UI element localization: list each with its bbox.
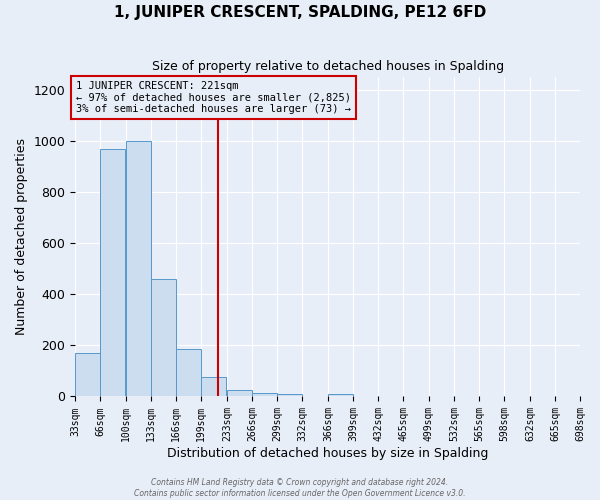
Text: Contains HM Land Registry data © Crown copyright and database right 2024.
Contai: Contains HM Land Registry data © Crown c… xyxy=(134,478,466,498)
Bar xyxy=(201,378,226,396)
Bar xyxy=(100,148,125,396)
Title: Size of property relative to detached houses in Spalding: Size of property relative to detached ho… xyxy=(152,60,503,73)
Bar xyxy=(252,392,277,396)
Text: 1, JUNIPER CRESCENT, SPALDING, PE12 6FD: 1, JUNIPER CRESCENT, SPALDING, PE12 6FD xyxy=(114,5,486,20)
Text: 1 JUNIPER CRESCENT: 221sqm
← 97% of detached houses are smaller (2,825)
3% of se: 1 JUNIPER CRESCENT: 221sqm ← 97% of deta… xyxy=(76,81,351,114)
Bar xyxy=(328,394,353,396)
X-axis label: Distribution of detached houses by size in Spalding: Distribution of detached houses by size … xyxy=(167,447,488,460)
Bar xyxy=(227,390,252,396)
Y-axis label: Number of detached properties: Number of detached properties xyxy=(15,138,28,335)
Bar xyxy=(75,353,100,397)
Bar xyxy=(277,394,302,396)
Bar xyxy=(176,349,201,397)
Bar xyxy=(126,141,151,397)
Bar xyxy=(151,279,176,396)
